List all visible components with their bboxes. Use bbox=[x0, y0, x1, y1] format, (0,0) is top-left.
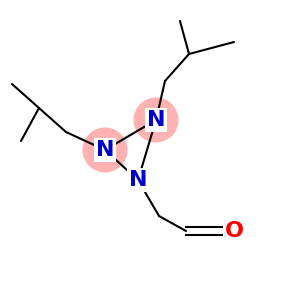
Text: N: N bbox=[147, 110, 165, 130]
Circle shape bbox=[82, 128, 128, 172]
Text: O: O bbox=[224, 221, 244, 241]
Circle shape bbox=[134, 98, 178, 142]
Text: N: N bbox=[96, 140, 114, 160]
Text: N: N bbox=[129, 170, 147, 190]
